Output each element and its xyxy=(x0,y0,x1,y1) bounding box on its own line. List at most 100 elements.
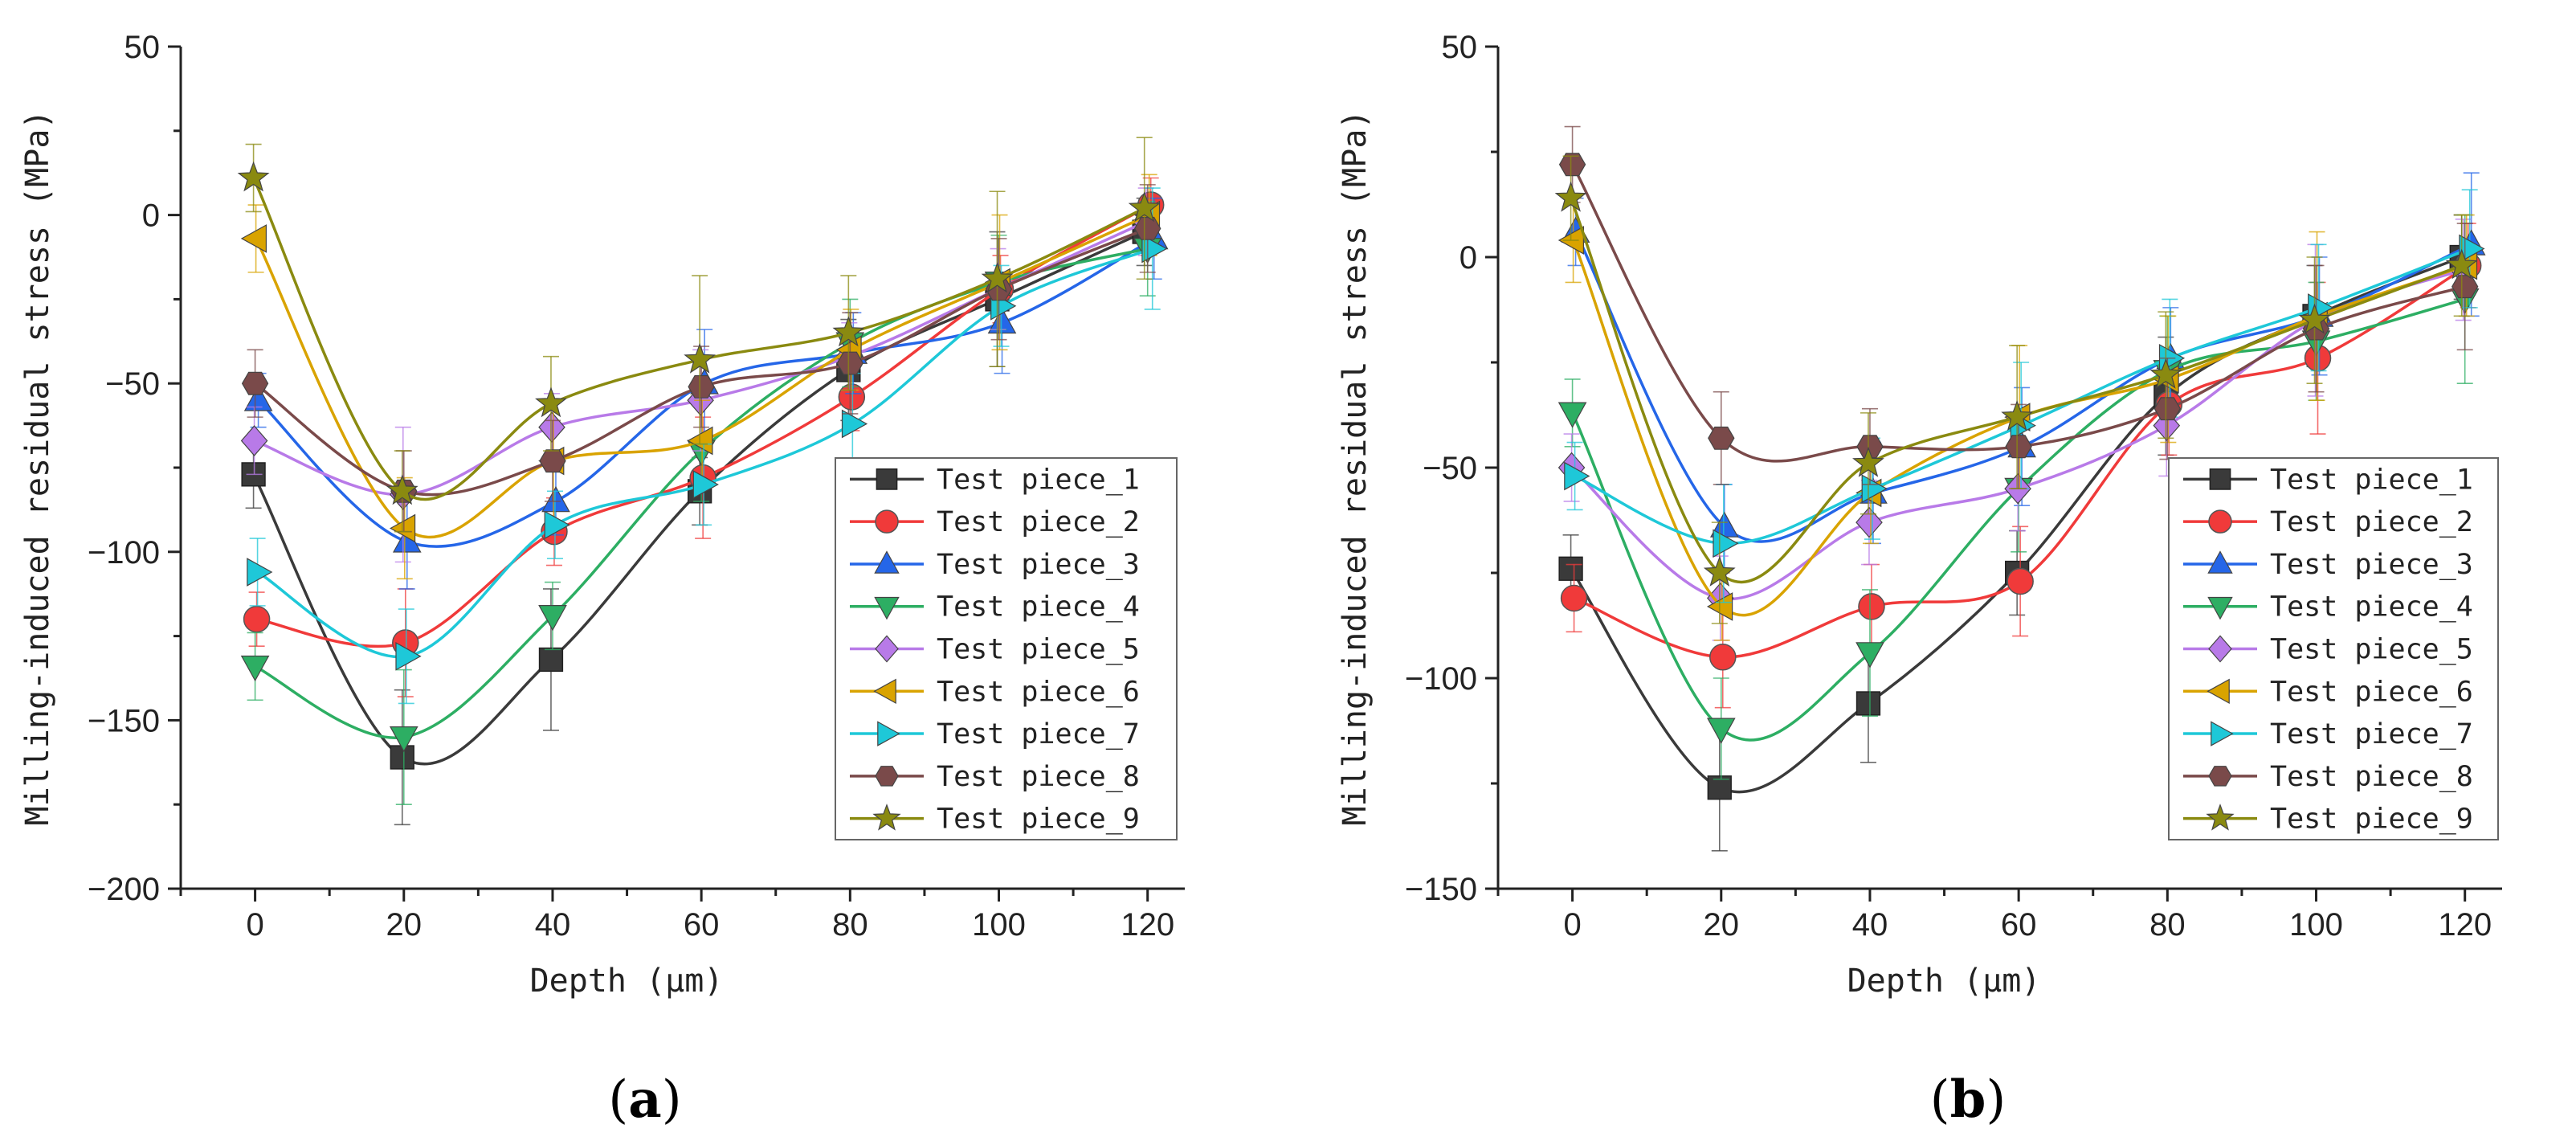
legend-entry: Test piece_7 xyxy=(2270,718,2473,750)
y-tick-label: −50 xyxy=(105,366,160,402)
legend-entry: Test piece_5 xyxy=(2270,634,2473,666)
data-point xyxy=(544,510,570,540)
data-point xyxy=(1855,691,1881,716)
series-9 xyxy=(237,137,1161,533)
y-tick-label: −150 xyxy=(1405,872,1477,907)
data-point xyxy=(1856,435,1884,459)
legend-entry: Test piece_5 xyxy=(937,634,1140,666)
data-point xyxy=(240,655,270,682)
y-axis-title: Milling-induced residual stress (MPa) xyxy=(1337,109,1374,825)
data-point xyxy=(1858,593,1885,620)
data-point xyxy=(538,604,567,632)
data-point xyxy=(395,641,422,671)
series-line xyxy=(1569,197,2463,584)
legend: Test piece_1 Test piece_2 Test piece_3 Test… xyxy=(2168,457,2499,840)
x-axis-title: Depth (μm) xyxy=(1847,963,2041,1000)
y-tick-label: 0 xyxy=(1459,240,1477,276)
data-point xyxy=(247,558,273,587)
legend-entry: Test piece_3 xyxy=(937,549,1140,581)
legend-entry: Test piece_8 xyxy=(937,761,1140,793)
data-point xyxy=(1706,718,1736,744)
y-tick-label: 50 xyxy=(1442,30,1478,65)
data-point xyxy=(841,409,868,439)
legend-entry: Test piece_2 xyxy=(2270,506,2473,538)
x-tick-label: 0 xyxy=(246,907,263,943)
y-tick-label: −100 xyxy=(88,535,160,570)
x-tick-label: 20 xyxy=(1704,907,1740,943)
data-point xyxy=(2001,400,2034,431)
data-point xyxy=(1707,775,1732,800)
legend-marker xyxy=(2207,596,2233,620)
data-point xyxy=(1560,584,1588,612)
x-tick-label: 20 xyxy=(386,907,423,943)
data-point xyxy=(1558,153,1586,177)
data-point xyxy=(1128,191,1161,223)
legend-entry: Test piece_4 xyxy=(937,591,1140,624)
legend-marker xyxy=(2208,509,2232,534)
legend-entry: Test piece_8 xyxy=(2270,761,2473,793)
data-point xyxy=(2451,275,2479,299)
data-point xyxy=(688,374,715,399)
legend-marker xyxy=(2208,766,2232,787)
legend-marker xyxy=(876,468,898,490)
legend-marker xyxy=(2208,635,2232,663)
data-point xyxy=(1703,556,1736,587)
x-tick-label: 40 xyxy=(1852,907,1888,943)
y-tick-label: 50 xyxy=(125,30,161,65)
y-tick-label: −150 xyxy=(88,703,160,738)
data-point xyxy=(838,383,866,411)
legend-marker xyxy=(877,721,900,746)
legend-marker xyxy=(2211,721,2234,746)
legend-marker xyxy=(2206,804,2235,831)
data-point xyxy=(1852,446,1884,477)
legend-marker xyxy=(875,509,899,534)
y-axis-title: Milling-induced residual stress (MPa) xyxy=(19,109,56,825)
data-point xyxy=(240,425,268,456)
x-tick-label: 100 xyxy=(972,907,1026,943)
data-point xyxy=(538,411,565,444)
legend-entry: Test piece_9 xyxy=(937,804,1140,836)
x-tick-label: 120 xyxy=(1121,907,1174,943)
y-tick-label: −200 xyxy=(88,872,160,907)
panel-label: (b) xyxy=(1930,1069,2007,1130)
data-point xyxy=(2153,397,2181,421)
legend-marker xyxy=(874,596,900,620)
data-point xyxy=(241,371,269,395)
data-point xyxy=(1708,426,1735,450)
x-tick-label: 80 xyxy=(832,907,868,943)
data-point xyxy=(1134,216,1161,240)
legend-marker xyxy=(875,766,899,787)
data-point xyxy=(832,316,865,347)
data-point xyxy=(389,726,418,753)
data-point xyxy=(987,307,1017,334)
panel-label: (a) xyxy=(608,1069,681,1130)
y-tick-label: −100 xyxy=(1405,661,1477,697)
legend-entry: Test piece_3 xyxy=(2270,549,2473,581)
data-point xyxy=(2298,303,2331,334)
x-axis-title: Depth (μm) xyxy=(530,963,724,1000)
x-tick-label: 80 xyxy=(2149,907,2186,943)
series-line xyxy=(1571,297,2466,742)
legend-entry: Test piece_4 xyxy=(2270,591,2473,624)
x-tick-label: 0 xyxy=(1563,907,1581,943)
legend-marker xyxy=(874,550,900,574)
legend: Test piece_1 Test piece_2 Test piece_3 Test… xyxy=(835,457,1178,840)
data-point xyxy=(684,342,716,374)
legend-entry: Test piece_9 xyxy=(2270,804,2473,836)
x-tick-label: 60 xyxy=(684,907,720,943)
data-point xyxy=(237,161,270,192)
data-point xyxy=(240,224,267,253)
data-point xyxy=(539,449,566,473)
data-point xyxy=(1855,506,1883,538)
x-tick-label: 60 xyxy=(2001,907,2037,943)
legend-marker xyxy=(872,804,901,831)
data-point xyxy=(1855,642,1884,669)
legend-marker xyxy=(873,678,896,705)
data-point xyxy=(692,470,719,499)
data-point xyxy=(538,647,564,673)
legend-marker xyxy=(2207,678,2230,705)
data-point xyxy=(2445,248,2478,280)
chart-panel-a: −200 −150 −100 −50 0 50 0 20 40 60 80 100 120 Depth (… xyxy=(19,30,1185,1130)
x-tick-label: 40 xyxy=(535,907,571,943)
legend-entry: Test piece_7 xyxy=(937,718,1140,750)
